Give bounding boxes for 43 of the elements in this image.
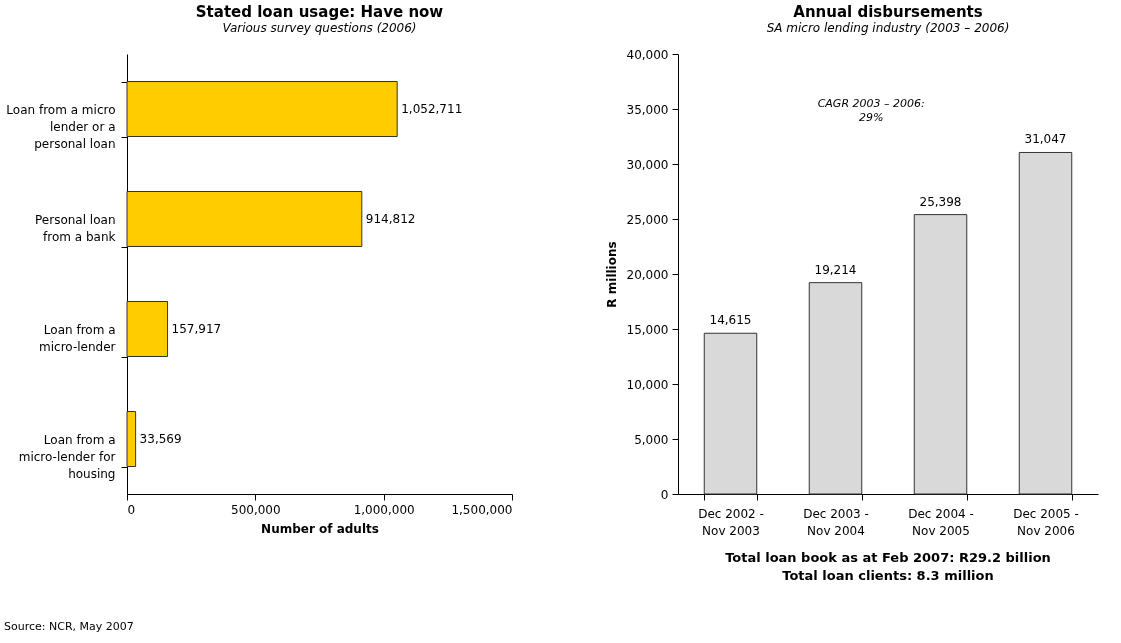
x-axis-title: Number of adults xyxy=(261,521,379,536)
bar xyxy=(808,282,863,495)
y-tick-label: 35,000 xyxy=(626,102,669,117)
chart-subtitle: SA micro lending industry (2003 – 2006) xyxy=(766,21,1010,35)
chart-subtitle: Various survey questions (2006) xyxy=(222,21,417,35)
x-tick-label: 1,500,000 xyxy=(451,502,513,517)
y-tick-label: Loan from a micro-lender xyxy=(39,322,116,354)
bar xyxy=(703,332,758,495)
source-note: Source: NCR, May 2007 xyxy=(4,620,134,633)
x-tick-label: Dec 2002 - Nov 2003 xyxy=(698,506,764,538)
y-tick-label: Loan from a micro-lender for housing xyxy=(18,432,116,481)
y-tick-label: 40,000 xyxy=(626,47,669,62)
y-tick-label: 25,000 xyxy=(626,212,669,227)
y-tick-label: 10,000 xyxy=(626,377,669,392)
y-tick-label: 0 xyxy=(660,487,669,502)
bar xyxy=(1018,151,1073,495)
bar xyxy=(913,214,968,495)
data-label: 14,615 xyxy=(709,313,752,328)
data-label: 157,917 xyxy=(171,322,222,336)
x-tick-label: 1,000,000 xyxy=(353,502,415,517)
data-label: 33,569 xyxy=(139,432,182,446)
data-label: 19,214 xyxy=(814,262,857,277)
x-tick-label: 500,000 xyxy=(231,502,281,517)
data-label: 914,812 xyxy=(365,212,416,226)
y-axis-title: R millions xyxy=(604,241,619,308)
text: Total loan book as at Feb 2007: R29.2 billion xyxy=(725,550,1051,565)
x-tick-label: Dec 2005 - Nov 2006 xyxy=(1013,506,1079,538)
y-tick-label: 5,000 xyxy=(634,432,669,447)
y-tick-label: Loan from a micro lender or a personal loan xyxy=(6,102,116,151)
y-tick-label: 15,000 xyxy=(626,322,669,337)
y-tick-label: 20,000 xyxy=(626,267,669,282)
x-tick-label: Dec 2003 - Nov 2004 xyxy=(803,506,869,538)
x-tick-label: Dec 2004 - Nov 2005 xyxy=(908,506,974,538)
annotation: CAGR 2003 – 2006: 29% xyxy=(817,97,925,124)
x-tick-label: 0 xyxy=(127,502,136,517)
data-label: 25,398 xyxy=(919,194,962,209)
data-label: 31,047 xyxy=(1024,132,1067,147)
text: Total loan clients: 8.3 million xyxy=(782,568,994,583)
y-tick-label: Personal loan from a bank xyxy=(35,212,116,244)
y-tick-label: 30,000 xyxy=(626,157,669,172)
chart-title: Stated loan usage: Have now xyxy=(195,3,444,21)
chart-title: Annual disbursements xyxy=(793,3,983,21)
data-label: 1,052,711 xyxy=(401,102,463,116)
